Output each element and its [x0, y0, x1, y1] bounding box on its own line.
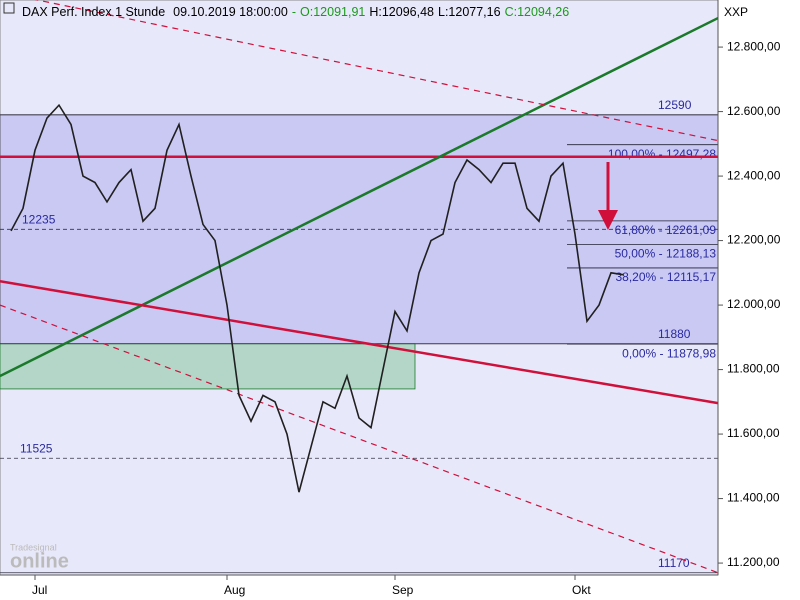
y-tick-label: 12.400,00 [727, 168, 781, 182]
close: C:12094,26 [505, 5, 570, 19]
level-label: 11525 [20, 441, 53, 455]
x-tick-label: Sep [392, 583, 414, 597]
datetime: 09.10.2019 18:00:00 [173, 5, 288, 19]
header: DAX Perf. Index 1 Stunde 09.10.2019 18:00… [3, 2, 569, 19]
y-tick-label: 11.200,00 [727, 555, 780, 569]
title: DAX Perf. Index 1 Stunde [22, 5, 165, 19]
low: L:12077,16 [438, 5, 501, 19]
watermark: online [10, 550, 69, 572]
fib-label: 50,00% - 12188,13 [615, 247, 717, 261]
x-tick-label: Okt [572, 583, 591, 597]
arrow-head [598, 210, 618, 230]
price-line [10, 103, 624, 493]
trend-line [34, 0, 719, 142]
y-tick-label: 11.400,00 [727, 491, 780, 505]
watermark: Tradesignal [10, 542, 57, 552]
symbol: XXP [724, 5, 748, 19]
y-tick-label: 12.200,00 [727, 233, 781, 247]
trend-line [0, 16, 719, 378]
y-tick-label: 11.800,00 [727, 362, 780, 376]
fib-label: 38,20% - 12115,17 [615, 270, 716, 284]
header-icon [3, 2, 15, 14]
open: O:12091,91 [300, 5, 365, 19]
fib-label: 100,00% - 12497,28 [608, 147, 716, 161]
y-tick-label: 12.600,00 [727, 104, 781, 118]
y-tick-label: 11.600,00 [727, 426, 780, 440]
trend-line [0, 304, 719, 574]
y-tick-label: 12.800,00 [727, 39, 781, 53]
fib-label: 0,00% - 11878,98 [622, 346, 716, 360]
level-label: 11170 [658, 556, 690, 570]
level-label: 11880 [658, 327, 691, 341]
x-tick-label: Jul [32, 583, 47, 597]
fib-label: 61,80% - 12261,09 [615, 223, 717, 237]
y-tick-label: 12.000,00 [727, 297, 781, 311]
level-label: 12235 [22, 212, 56, 226]
trend-line [0, 279, 719, 405]
sep: - [292, 5, 296, 19]
high: H:12096,48 [369, 5, 434, 19]
level-label: 12590 [658, 98, 692, 112]
x-tick-label: Aug [224, 583, 245, 597]
header-text: DAX Perf. Index 1 Stunde 09.10.2019 18:00… [22, 5, 569, 19]
